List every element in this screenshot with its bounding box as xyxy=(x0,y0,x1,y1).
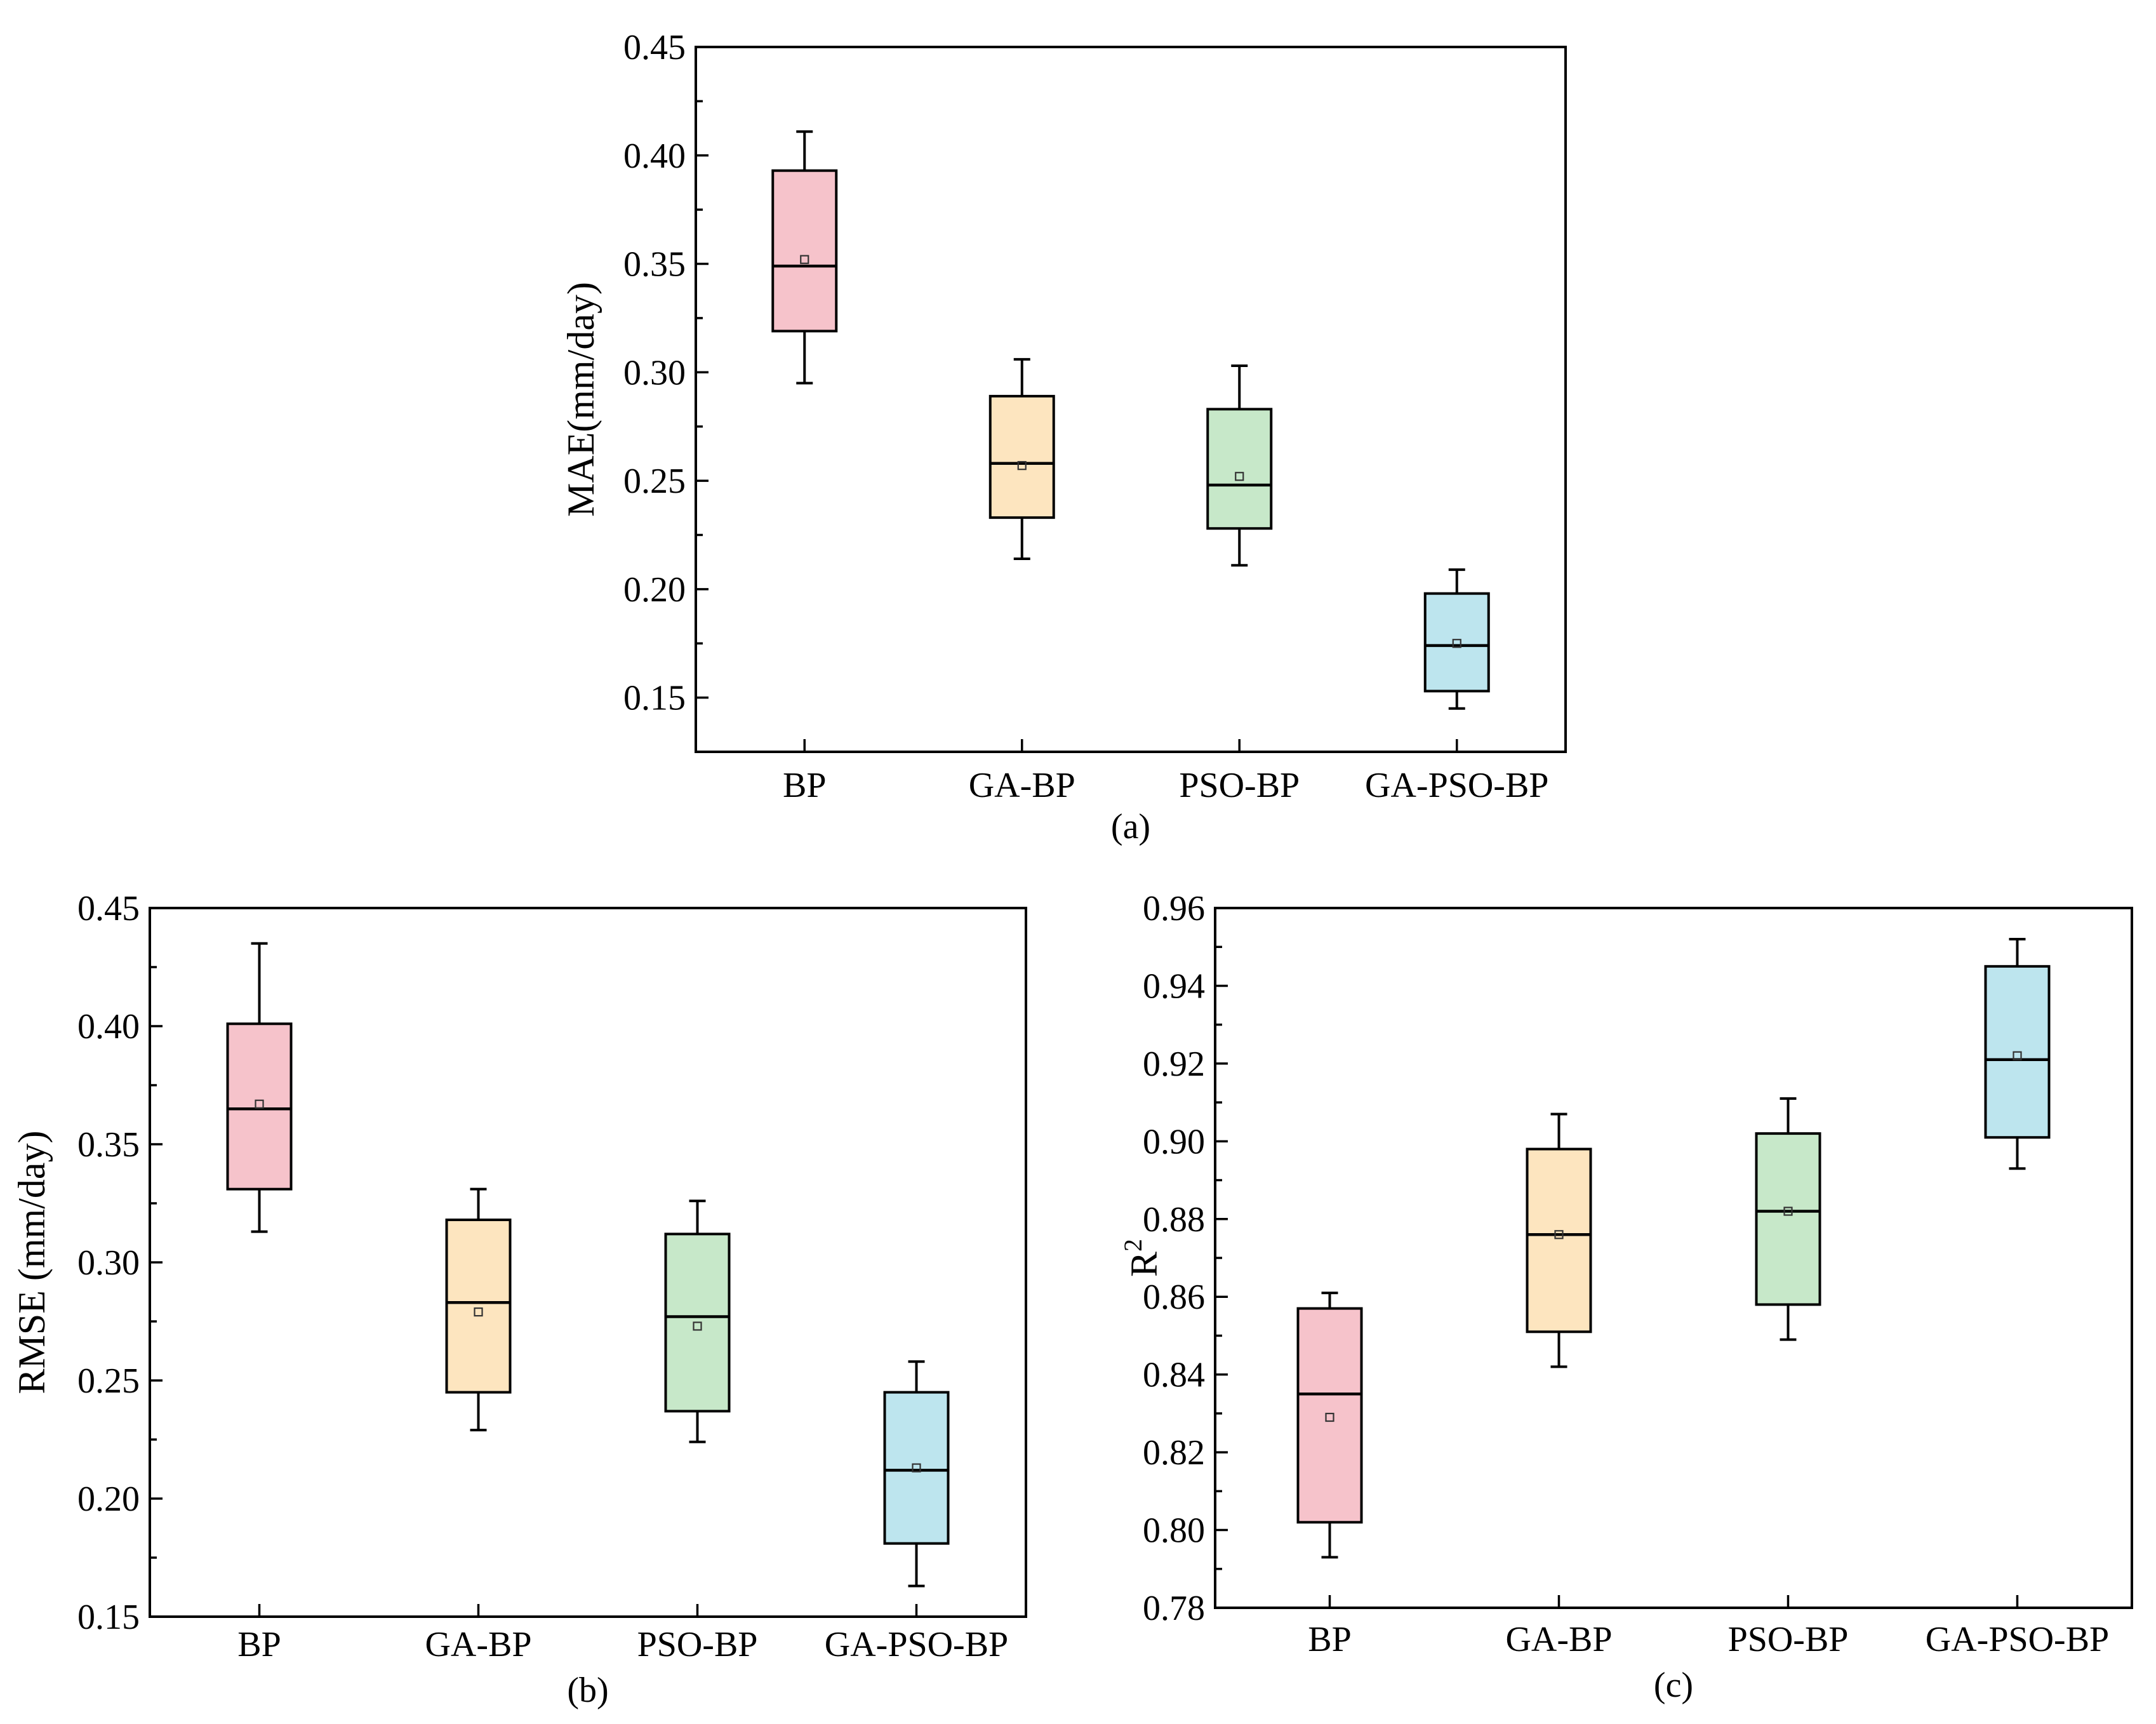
mean-marker xyxy=(2013,1051,2022,1060)
category-label: PSO-BP xyxy=(1179,766,1300,805)
mean-marker xyxy=(1325,1412,1334,1422)
y-tick-label: 0.86 xyxy=(1143,1278,1205,1317)
category-label: GA-PSO-BP xyxy=(1365,766,1548,805)
y-axis-title-text: R xyxy=(1123,1252,1165,1277)
box-ga-bp xyxy=(1526,1113,1592,1368)
panel-c: 0.78 0.80 0.82 0.84 0.86 0.88 0.90 0.92 0.94 0.96… xyxy=(1119,889,2133,1705)
category-label: GA-PSO-BP xyxy=(825,1625,1008,1664)
y-tick-label: 0.20 xyxy=(623,570,686,610)
y-tick-label: 0.25 xyxy=(623,462,686,501)
box-pso-bp xyxy=(664,1199,731,1443)
category-label: BP xyxy=(783,766,827,805)
category-label: GA-BP xyxy=(1505,1620,1612,1659)
iqr-box xyxy=(445,1219,512,1394)
iqr-box xyxy=(771,169,838,333)
mean-marker xyxy=(1554,1230,1564,1240)
mean-marker xyxy=(1452,639,1461,648)
y-tick-label: 0.96 xyxy=(1143,889,1205,928)
mean-marker xyxy=(1783,1206,1793,1216)
box-pso-bp xyxy=(1755,1097,1821,1341)
y-tick-label: 0.84 xyxy=(1143,1356,1205,1395)
y-tick-label: 0.15 xyxy=(623,679,686,718)
y-tick-label: 0.20 xyxy=(77,1480,140,1519)
category-label: BP xyxy=(237,1625,281,1664)
y-tick-label: 0.78 xyxy=(1143,1589,1205,1628)
mean-marker xyxy=(1235,472,1244,481)
box-bp xyxy=(1296,1292,1363,1559)
iqr-box xyxy=(1296,1307,1363,1524)
y-tick-label: 0.30 xyxy=(623,353,686,392)
iqr-box xyxy=(226,1022,293,1191)
y-tick-label: 0.35 xyxy=(77,1125,140,1165)
y-tick-label: 0.94 xyxy=(1143,966,1205,1006)
category-label: PSO-BP xyxy=(1728,1620,1849,1659)
y-tick-label: 0.92 xyxy=(1143,1045,1205,1084)
category-label: GA-PSO-BP xyxy=(1926,1620,2109,1659)
y-tick-label: 0.40 xyxy=(623,137,686,176)
panel-caption: (a) xyxy=(1111,807,1150,846)
panel-a: 0.15 0.20 0.25 0.30 0.35 0.40 0.45 BP GA-BP PSO-B… xyxy=(560,28,1567,846)
box-bp xyxy=(771,130,838,385)
category-label: GA-BP xyxy=(969,766,1075,805)
box-ga-pso-bp xyxy=(883,1360,950,1587)
y-axis-title-text: RMSE (mm/day) xyxy=(11,1131,53,1394)
iqr-box xyxy=(1206,408,1273,530)
category-label: GA-BP xyxy=(425,1625,531,1664)
iqr-box xyxy=(988,394,1055,519)
category-label: PSO-BP xyxy=(637,1625,758,1664)
iqr-box xyxy=(883,1391,950,1545)
panel-caption: (b) xyxy=(567,1671,608,1710)
y-tick-label: 0.80 xyxy=(1143,1511,1205,1551)
y-axis-title-superscript: 2 xyxy=(1119,1239,1147,1252)
y-axis-title: RMSE (mm/day) xyxy=(11,1131,53,1394)
y-axis-title-text: MAE(mm/day) xyxy=(560,282,602,517)
plot-frame xyxy=(695,46,1567,753)
mean-marker xyxy=(1017,461,1027,471)
y-tick-label: 0.45 xyxy=(623,28,686,67)
iqr-box xyxy=(1526,1147,1592,1333)
box-ga-pso-bp xyxy=(1423,568,1490,710)
box-pso-bp xyxy=(1206,364,1273,567)
mean-marker xyxy=(693,1321,702,1331)
iqr-box xyxy=(1423,592,1490,693)
y-tick-label: 0.30 xyxy=(77,1243,140,1283)
y-tick-label: 0.25 xyxy=(77,1361,140,1401)
y-tick-label: 0.90 xyxy=(1143,1122,1205,1161)
mean-marker xyxy=(912,1463,921,1473)
y-axis-title: R2 xyxy=(1119,1239,1165,1277)
y-tick-label: 0.45 xyxy=(77,889,140,928)
panel-b: 0.15 0.20 0.25 0.30 0.35 0.40 0.45 BP GA-BP PSO-B… xyxy=(11,889,1027,1710)
y-axis-title: MAE(mm/day) xyxy=(560,282,602,517)
mean-marker xyxy=(474,1307,483,1317)
category-label: BP xyxy=(1308,1620,1352,1659)
box-ga-bp xyxy=(445,1187,512,1432)
y-tick-label: 0.35 xyxy=(623,245,686,284)
mean-marker xyxy=(800,255,809,264)
iqr-box xyxy=(1755,1132,1821,1306)
box-ga-pso-bp xyxy=(1984,937,2051,1170)
box-ga-bp xyxy=(988,357,1055,561)
panel-caption: (c) xyxy=(1654,1666,1693,1705)
mean-marker xyxy=(255,1099,264,1109)
y-tick-label: 0.15 xyxy=(77,1598,140,1637)
y-tick-label: 0.40 xyxy=(77,1007,140,1046)
box-bp xyxy=(226,942,293,1233)
y-tick-label: 0.88 xyxy=(1143,1200,1205,1240)
y-tick-label: 0.82 xyxy=(1143,1433,1205,1473)
